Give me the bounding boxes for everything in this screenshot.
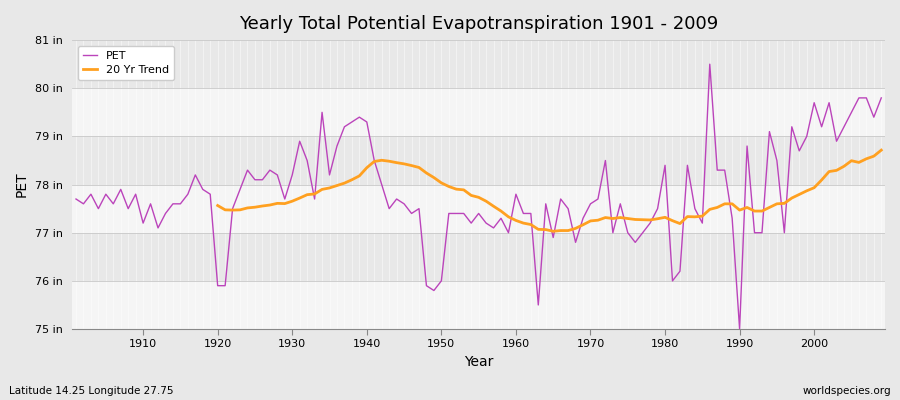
20 Yr Trend (212, 203, 223, 208)
PET (876, 96, 886, 100)
20 Yr Trend (853, 160, 864, 165)
Legend: PET, 20 Yr Trend: PET, 20 Yr Trend (77, 46, 175, 80)
Text: worldspecies.org: worldspecies.org (803, 386, 891, 396)
X-axis label: Year: Year (464, 355, 493, 369)
Line: 20 Yr Trend: 20 Yr Trend (218, 150, 881, 231)
Bar (72, 233, 885, 281)
Bar (72, 88, 885, 136)
20 Yr Trend (302, 192, 312, 197)
Title: Yearly Total Potential Evapotranspiration 1901 - 2009: Yearly Total Potential Evapotranspiratio… (239, 15, 718, 33)
PET (510, 192, 521, 197)
20 Yr Trend (414, 165, 425, 170)
PET (294, 139, 305, 144)
PET (130, 192, 141, 197)
PET (70, 197, 81, 202)
Y-axis label: PET: PET (15, 172, 29, 197)
20 Yr Trend (548, 229, 559, 234)
Bar (72, 136, 885, 184)
Bar (72, 40, 885, 88)
Line: PET: PET (76, 64, 881, 329)
20 Yr Trend (771, 202, 782, 206)
Bar (72, 281, 885, 329)
PET (600, 158, 611, 163)
PET (339, 124, 350, 129)
20 Yr Trend (787, 196, 797, 200)
Text: Latitude 14.25 Longitude 27.75: Latitude 14.25 Longitude 27.75 (9, 386, 174, 396)
Bar (72, 184, 885, 233)
PET (734, 327, 745, 332)
20 Yr Trend (876, 148, 886, 152)
PET (503, 230, 514, 235)
20 Yr Trend (682, 214, 693, 219)
PET (705, 62, 716, 66)
